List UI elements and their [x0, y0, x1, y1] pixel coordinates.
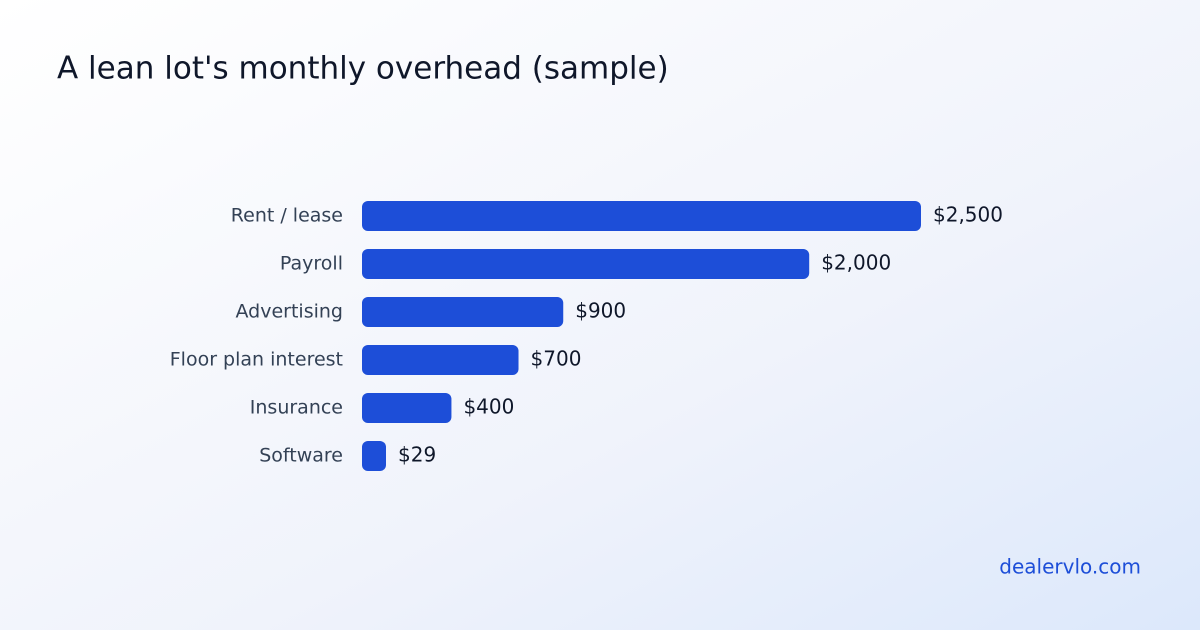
- category-label: Rent / lease: [231, 205, 343, 227]
- bar: [362, 297, 564, 327]
- chart-title: A lean lot's monthly overhead (sample): [57, 51, 669, 87]
- category-label: Floor plan interest: [170, 349, 343, 371]
- category-label: Insurance: [250, 397, 343, 419]
- value-label: $900: [575, 299, 626, 323]
- category-label: Software: [259, 445, 343, 467]
- bar: [362, 249, 810, 279]
- bar: [362, 345, 519, 375]
- bar: [362, 201, 921, 231]
- category-label: Advertising: [236, 301, 343, 323]
- value-label: $400: [463, 395, 514, 419]
- value-label: $2,000: [821, 251, 891, 275]
- value-label: $2,500: [933, 203, 1003, 227]
- category-label: Payroll: [280, 253, 343, 275]
- bar: [362, 441, 386, 471]
- source: dealervlo.com: [999, 555, 1141, 579]
- value-label: $29: [398, 443, 436, 467]
- value-label: $700: [531, 347, 582, 371]
- bar: [362, 393, 452, 423]
